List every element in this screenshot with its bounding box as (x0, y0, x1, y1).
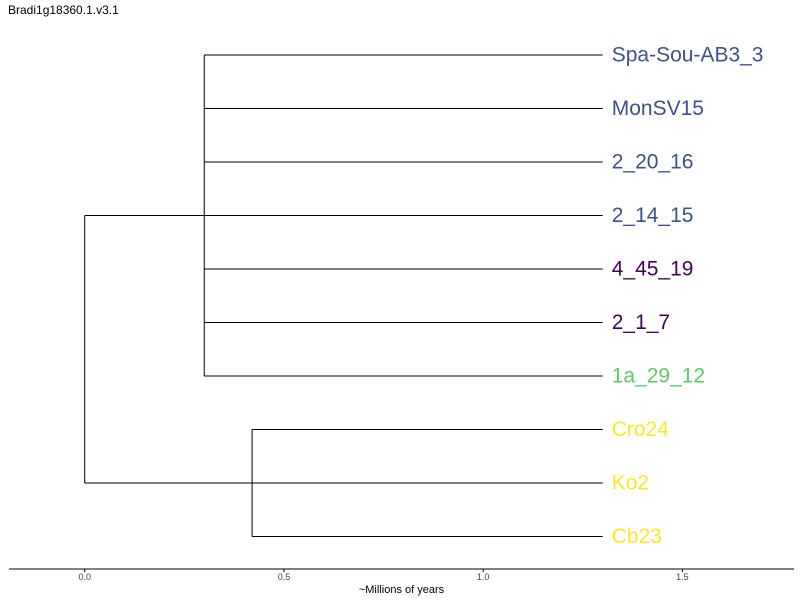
tip-label: Ko2 (612, 472, 649, 495)
tip-label: Cro24 (612, 418, 670, 441)
tip-label: 2_1_7 (612, 311, 670, 334)
axis-tick-label: 1.5 (676, 572, 689, 582)
tip-label: 2_20_16 (612, 151, 694, 174)
tip-label: 1a_29_12 (612, 365, 705, 388)
axis-title: ~Millions of years (359, 584, 445, 596)
axis-tick-label: 1.0 (477, 572, 490, 582)
time-axis: 0.0 0.5 1.0 1.5 ~Millions of years (9, 568, 794, 596)
tip-label: Spa-Sou-AB3_3 (612, 44, 764, 67)
gene-title: Bradi1g18360.1.v3.1 (8, 3, 119, 17)
tip-label: MonSV15 (612, 97, 704, 120)
tip-label-layer: Spa-Sou-AB3_3 MonSV15 2_20_16 2_14_15 4_45_1… (612, 44, 764, 549)
axis-tick-label: 0.5 (278, 572, 291, 582)
branch-layer (84, 54, 603, 537)
axis-ticks: 0.0 0.5 1.0 1.5 (78, 569, 689, 582)
tip-label: 4_45_19 (612, 258, 694, 281)
axis-tick-label: 0.0 (78, 572, 91, 582)
tip-label: Cb23 (612, 525, 662, 548)
tip-label: 2_14_15 (612, 204, 694, 227)
